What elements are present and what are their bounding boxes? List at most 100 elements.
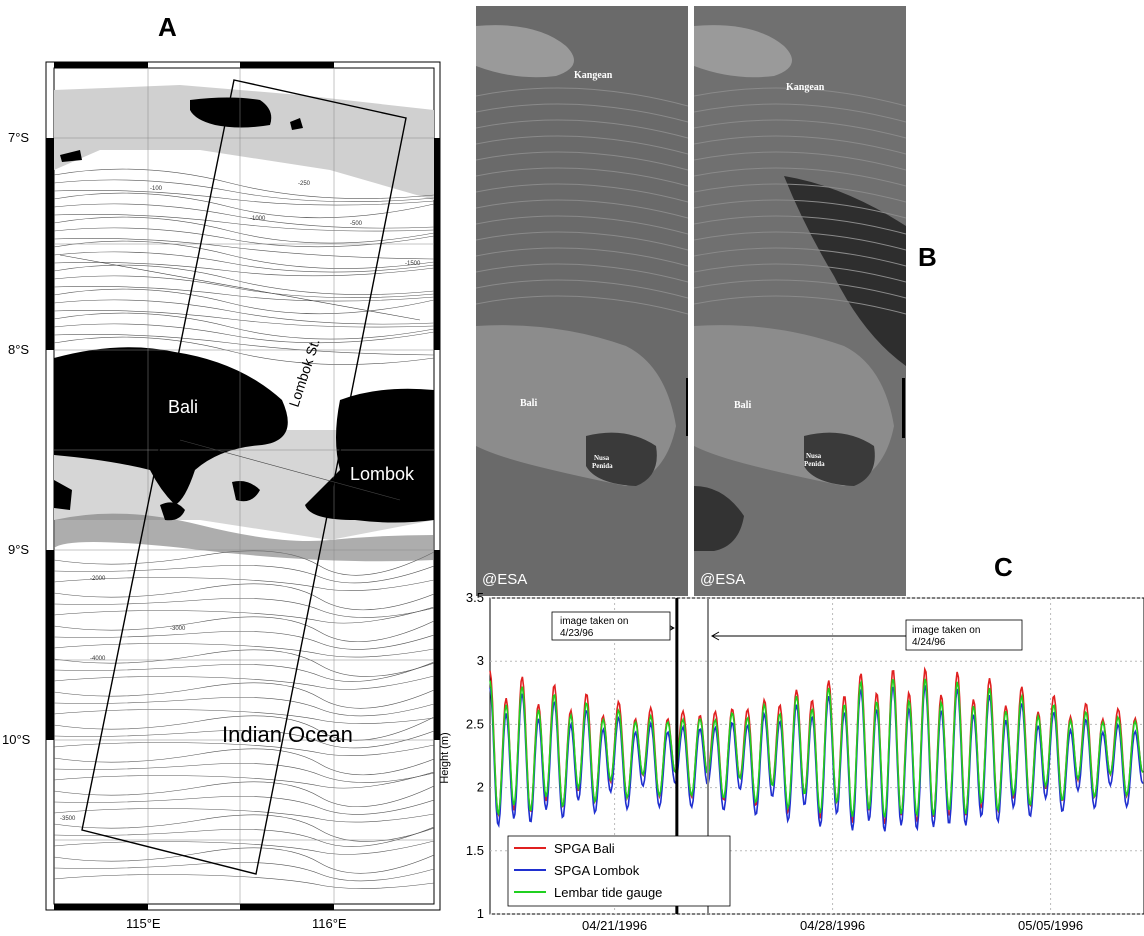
y-tick-label: 3 [477, 653, 484, 668]
contour-label: -3000 [170, 626, 186, 632]
internal-wave [476, 215, 688, 235]
y-tick-label: 2 [477, 780, 484, 795]
legend-label: Lembar tide gauge [554, 885, 662, 900]
contour-line [54, 583, 434, 611]
scale-bar [902, 378, 905, 438]
internal-wave [476, 151, 688, 171]
internal-wave [694, 87, 906, 107]
internal-wave [476, 183, 688, 203]
contour-line [54, 840, 434, 855]
annotation-box [551, 611, 671, 641]
contour-label: -2000 [90, 576, 106, 582]
scale-bar [686, 378, 688, 436]
series-line-lembar-tide-gauge [489, 678, 1144, 818]
contour-line [54, 682, 434, 709]
internal-wave [476, 119, 688, 139]
legend: SPGA Bali SPGA Lombok Lembar tide gauge [507, 835, 731, 907]
esa-credit: @ESA [700, 571, 746, 588]
esa-credit: @ESA [482, 571, 528, 588]
contour-line [54, 709, 434, 724]
internal-wave [476, 247, 688, 267]
contour-line [54, 310, 434, 328]
internal-wave [476, 231, 688, 251]
contour-line [54, 203, 434, 229]
internal-wave [476, 87, 688, 107]
contour-line [54, 577, 434, 591]
internal-wave [694, 151, 906, 171]
internal-wave [694, 103, 906, 123]
tide-height-chart: 1 1.5 2 2.5 3 3.5 04/21/1996 04/28/1996 … [439, 590, 1144, 933]
sar-label-nusa: Nusa [806, 452, 822, 460]
internal-wave [694, 295, 906, 315]
place-label-bali: Bali [168, 397, 198, 417]
internal-wave [694, 215, 906, 235]
contour-line [54, 796, 434, 815]
y-tick-label: 1.5 [466, 843, 484, 858]
contour-line [54, 643, 434, 658]
sar-image-right: Kangean Bali Nusa Penida @ESA [694, 6, 906, 596]
contour-label: -3500 [60, 816, 76, 822]
contour-line [54, 763, 434, 783]
contour-line [54, 179, 434, 202]
internal-wave [476, 167, 688, 187]
internal-wave [476, 279, 688, 299]
contour-line [54, 862, 434, 882]
internal-wave [694, 119, 906, 139]
annotation-text: 4/23/96 [560, 628, 594, 639]
contour-line [54, 661, 434, 682]
contour-line [54, 216, 434, 244]
contour-line [54, 814, 434, 842]
panel-label-a: A [158, 12, 177, 42]
internal-wave [476, 199, 688, 219]
contour-label: -100 [150, 186, 163, 192]
contour-line [54, 606, 434, 624]
internal-wave [694, 263, 906, 283]
contour-label: -1500 [405, 261, 421, 267]
internal-wave [694, 247, 906, 267]
contour-line [54, 742, 434, 756]
contour-line [54, 771, 434, 789]
contour-line [54, 675, 434, 690]
contour-line [54, 565, 434, 584]
x-tick-label: 04/28/1996 [800, 918, 865, 933]
contour-line [54, 697, 434, 717]
contour-line [54, 334, 434, 356]
annotation-box [905, 619, 1023, 651]
contour-line [54, 190, 434, 206]
contour-line [54, 312, 434, 340]
contour-line [54, 730, 434, 749]
contour-line [54, 323, 434, 344]
contour-label: -4000 [90, 656, 106, 662]
legend-label: SPGA Bali [554, 841, 615, 856]
lat-label: 8°S [8, 342, 29, 357]
place-label-indian-ocean: Indian Ocean [222, 722, 353, 747]
x-tick-label: 05/05/1996 [1018, 918, 1083, 933]
y-tick-label: 1 [477, 906, 484, 921]
legend-label: SPGA Lombok [554, 863, 640, 878]
place-label-lombok: Lombok [350, 464, 415, 484]
internal-wave [476, 103, 688, 123]
y-tick-label: 2.5 [466, 716, 484, 731]
sar-label-kangean: Kangean [574, 70, 613, 81]
annotation-arrow [710, 631, 906, 641]
internal-wave [694, 279, 906, 299]
contour-line [54, 214, 434, 232]
bathymetry-map: -100 -250 -1000 -500 -1500 -2000 -3000 -… [2, 61, 441, 931]
internal-wave [476, 263, 688, 283]
annotation-text: 4/24/96 [912, 637, 946, 648]
contour-line [54, 227, 434, 248]
contour-line [54, 631, 434, 650]
contour-line [54, 847, 434, 874]
internal-wave [476, 135, 688, 155]
contour-line [54, 251, 434, 273]
x-tick-label: 04/21/1996 [582, 918, 647, 933]
contour-line [54, 336, 434, 365]
contour-line [54, 715, 434, 741]
contour-line [54, 240, 434, 269]
panel-label-b: B [918, 242, 937, 272]
internal-wave [694, 167, 906, 187]
contour-line [54, 808, 434, 823]
sar-label-bali: Bali [520, 398, 538, 409]
contour-line [54, 616, 434, 643]
contour-line [54, 874, 434, 889]
